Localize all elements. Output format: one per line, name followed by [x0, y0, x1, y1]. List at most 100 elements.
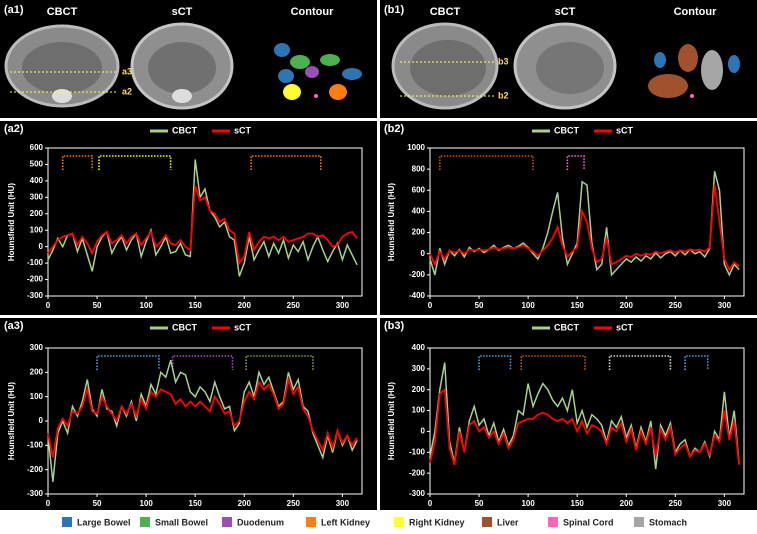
legend-label: CBCT	[172, 125, 197, 135]
x-tick-label: 200	[238, 499, 252, 508]
y-tick-label: 600	[412, 185, 426, 194]
legend-label: CBCT	[554, 322, 579, 332]
y-tick-label: -300	[27, 489, 44, 498]
series-line	[47, 376, 358, 458]
x-tick-label: 300	[336, 499, 350, 508]
line-label: b2	[498, 90, 509, 100]
y-tick-label: 200	[30, 209, 44, 218]
contour	[342, 68, 362, 80]
contour	[648, 74, 688, 98]
legend-label: CBCT	[554, 125, 579, 135]
image-label: CBCT	[430, 6, 461, 18]
image-label: Contour	[674, 6, 717, 18]
contour	[314, 94, 318, 98]
x-tick-label: 150	[571, 499, 585, 508]
panel-b3	[380, 318, 757, 510]
organ-region	[250, 155, 322, 170]
legend-label: CBCT	[172, 322, 197, 332]
legend-label: Left Kidney	[321, 517, 370, 527]
legend-swatch	[548, 517, 558, 527]
y-tick-label: 400	[412, 207, 426, 216]
y-tick-label: 800	[412, 164, 426, 173]
x-tick-label: 150	[571, 301, 585, 310]
legend-swatch	[306, 517, 316, 527]
ct-images-a1	[4, 22, 362, 110]
y-tick-label: 100	[30, 225, 44, 234]
y-tick-label: 300	[30, 192, 44, 201]
panel-label: (a3)	[4, 320, 24, 332]
legend-swatch	[222, 517, 232, 527]
legend-label: sCT	[234, 322, 252, 332]
organ-region	[171, 355, 234, 370]
x-tick-label: 300	[718, 301, 732, 310]
x-tick-label: 150	[189, 499, 203, 508]
panel-label: (b3)	[384, 320, 405, 332]
legend-swatch	[62, 517, 72, 527]
image-label: Contour	[291, 6, 334, 18]
contour	[678, 44, 698, 72]
slice-detail	[148, 42, 216, 94]
panel-a2	[0, 121, 377, 315]
y-tick-label: 0	[39, 416, 44, 425]
contour	[283, 84, 301, 100]
y-tick-label: -200	[409, 468, 426, 477]
legend-label: Liver	[497, 517, 519, 527]
y-tick-label: -100	[27, 258, 44, 267]
contour	[274, 43, 290, 57]
organ-region	[61, 155, 93, 170]
organ-region	[566, 155, 585, 170]
series-line	[47, 185, 358, 266]
y-tick-label: 1000	[407, 143, 425, 152]
x-tick-label: 0	[428, 499, 433, 508]
line-label: b3	[498, 56, 509, 66]
x-tick-label: 300	[336, 301, 350, 310]
y-tick-label: 0	[421, 427, 426, 436]
x-tick-label: 100	[521, 499, 535, 508]
panel-label: (a1)	[4, 4, 24, 16]
y-tick-label: 200	[412, 385, 426, 394]
slice-detail	[410, 40, 486, 96]
y-tick-label: -100	[27, 440, 44, 449]
legend-label: Stomach	[649, 517, 687, 527]
y-tick-label: -200	[409, 270, 426, 279]
legend-swatch	[140, 517, 150, 527]
y-axis-label: Hounsfield Unit (HU)	[387, 382, 396, 461]
x-tick-label: 50	[475, 301, 484, 310]
legend-label: sCT	[616, 125, 634, 135]
x-tick-label: 50	[93, 499, 102, 508]
y-axis-label: Hounsfield Unit (HU)	[7, 183, 16, 262]
x-tick-label: 250	[669, 301, 683, 310]
contour	[728, 55, 740, 73]
organ-region	[520, 355, 586, 370]
legend-label: Right Kidney	[409, 517, 465, 527]
x-tick-label: 200	[238, 301, 252, 310]
legend-label: Spinal Cord	[563, 517, 614, 527]
y-tick-label: -300	[27, 291, 44, 300]
x-tick-label: 0	[428, 301, 433, 310]
y-tick-label: 100	[30, 392, 44, 401]
y-tick-label: 600	[30, 143, 44, 152]
x-tick-label: 250	[287, 499, 301, 508]
organ-region	[439, 155, 534, 170]
x-tick-label: 250	[287, 301, 301, 310]
image-label: sCT	[555, 6, 576, 18]
y-tick-label: -100	[409, 447, 426, 456]
panel-a3	[0, 318, 377, 510]
contour	[690, 94, 694, 98]
x-tick-label: 200	[620, 301, 634, 310]
contour	[290, 55, 310, 69]
x-tick-label: 0	[46, 301, 51, 310]
ct-images-b1	[391, 22, 740, 110]
x-tick-label: 0	[46, 499, 51, 508]
series-line	[429, 387, 740, 466]
x-tick-label: 100	[521, 301, 535, 310]
legend-swatch	[634, 517, 644, 527]
line-label: a3	[122, 66, 132, 76]
organ-region	[98, 155, 172, 170]
organ-region	[478, 355, 512, 370]
panel-b2	[380, 121, 757, 315]
y-tick-label: 400	[412, 343, 426, 352]
slice-detail	[22, 42, 102, 94]
series-line	[47, 159, 358, 277]
y-tick-label: -300	[409, 489, 426, 498]
